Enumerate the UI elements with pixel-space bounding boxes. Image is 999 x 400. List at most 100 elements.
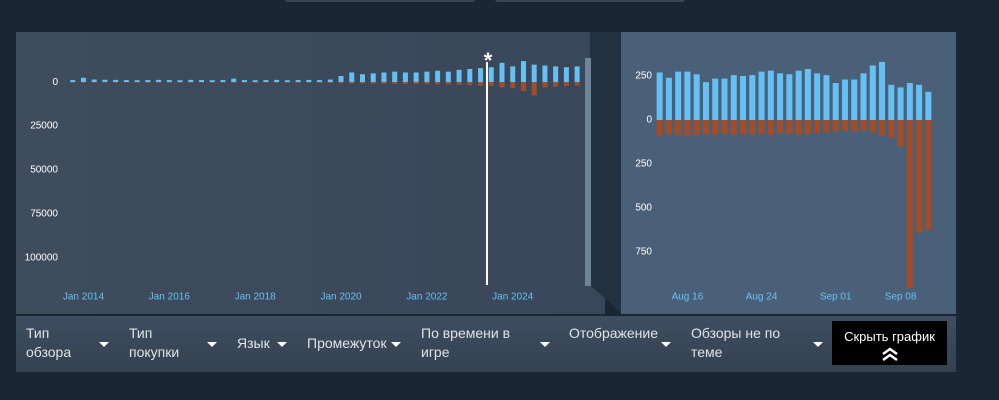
bar	[488, 82, 494, 87]
filter-label[interactable]: Обзоры не по теме	[691, 325, 781, 360]
dropdown-caret[interactable]	[813, 342, 823, 347]
y-tick-label: 0	[52, 77, 58, 88]
tab[interactable]	[495, 0, 685, 2]
filter-label[interactable]: Промежуток	[307, 335, 387, 351]
overview-panel	[16, 32, 605, 314]
bar	[721, 78, 728, 120]
bar	[520, 82, 526, 91]
bar	[574, 66, 580, 83]
bar	[916, 84, 923, 120]
bar	[777, 120, 784, 134]
tab[interactable]	[285, 0, 475, 2]
bar	[199, 80, 205, 83]
bar	[795, 70, 802, 120]
bar	[749, 120, 756, 135]
bar	[553, 66, 559, 83]
bar	[832, 83, 839, 120]
hide-chart-button[interactable]: Скрыть график	[832, 321, 947, 365]
bar	[402, 72, 408, 83]
bar	[520, 61, 526, 83]
bar	[295, 80, 301, 83]
bar	[869, 120, 876, 133]
bar	[306, 82, 312, 83]
zoom-connector	[590, 32, 622, 314]
bar	[317, 82, 323, 83]
filter-label[interactable]: По времени в игре	[421, 325, 511, 360]
filter-label[interactable]: Отображение	[569, 325, 659, 341]
bar	[879, 120, 886, 136]
dropdown-caret[interactable]	[99, 342, 109, 347]
bar	[327, 79, 333, 83]
dropdown-caret[interactable]	[207, 342, 217, 347]
bar	[563, 67, 569, 83]
dropdown-caret[interactable]	[661, 342, 671, 347]
bar	[851, 120, 858, 132]
bar	[113, 79, 119, 83]
bar	[730, 75, 737, 120]
bar	[823, 75, 830, 120]
y-tick-label: 750	[635, 247, 652, 258]
bar	[542, 82, 548, 88]
bar	[702, 82, 709, 120]
bar	[563, 82, 569, 87]
bar	[730, 120, 737, 135]
bar	[777, 73, 784, 120]
bar	[70, 82, 76, 83]
annotation-label: *	[484, 48, 493, 73]
bar	[231, 82, 237, 83]
bar	[80, 77, 86, 83]
bar	[740, 120, 747, 135]
y-tick-label: 100000	[25, 253, 59, 264]
dropdown-caret[interactable]	[540, 342, 550, 347]
bar	[392, 71, 398, 83]
bar	[166, 80, 172, 83]
bar	[712, 120, 719, 135]
bar	[274, 79, 280, 83]
filter-label[interactable]: Тип обзора	[26, 325, 72, 360]
bar	[721, 120, 728, 135]
bar	[693, 74, 700, 120]
bar	[445, 71, 451, 83]
bar	[263, 80, 269, 83]
bar	[284, 80, 290, 83]
x-tick-label: Sep 01	[820, 292, 852, 303]
filter-label[interactable]: Язык	[237, 335, 270, 351]
bar	[758, 120, 765, 135]
x-tick-label: Jan 2024	[492, 292, 534, 303]
x-tick-label: Jan 2020	[320, 292, 362, 303]
filter-bar: Скрыть график Тип обзора Тип покупки Язык П…	[16, 316, 956, 372]
bar	[916, 120, 923, 233]
bar	[177, 80, 183, 83]
bar	[823, 120, 830, 133]
bar	[317, 80, 323, 83]
dropdown-caret[interactable]	[391, 342, 401, 347]
bar	[478, 82, 484, 86]
bar	[675, 71, 682, 120]
bar	[767, 120, 774, 135]
bar	[542, 65, 548, 83]
zoom-handle[interactable]	[585, 58, 591, 286]
bar	[413, 82, 419, 85]
bar	[123, 80, 129, 83]
bar	[804, 68, 811, 120]
filter-label[interactable]: Тип покупки	[129, 325, 180, 360]
bar	[684, 71, 691, 120]
bar	[209, 80, 215, 83]
bar	[188, 79, 194, 83]
dropdown-caret[interactable]	[277, 342, 287, 347]
bar	[897, 120, 904, 147]
bar	[814, 73, 821, 120]
bar	[702, 120, 709, 135]
bar	[531, 64, 537, 83]
bar	[359, 74, 365, 83]
bar	[786, 120, 793, 135]
bar	[656, 72, 663, 120]
bar	[740, 76, 747, 120]
bar	[510, 66, 516, 83]
bar	[925, 120, 932, 230]
bar	[338, 82, 344, 84]
x-tick-label: Jan 2014	[63, 292, 105, 303]
bar	[435, 70, 441, 83]
bar	[134, 80, 140, 83]
bar	[338, 76, 344, 83]
